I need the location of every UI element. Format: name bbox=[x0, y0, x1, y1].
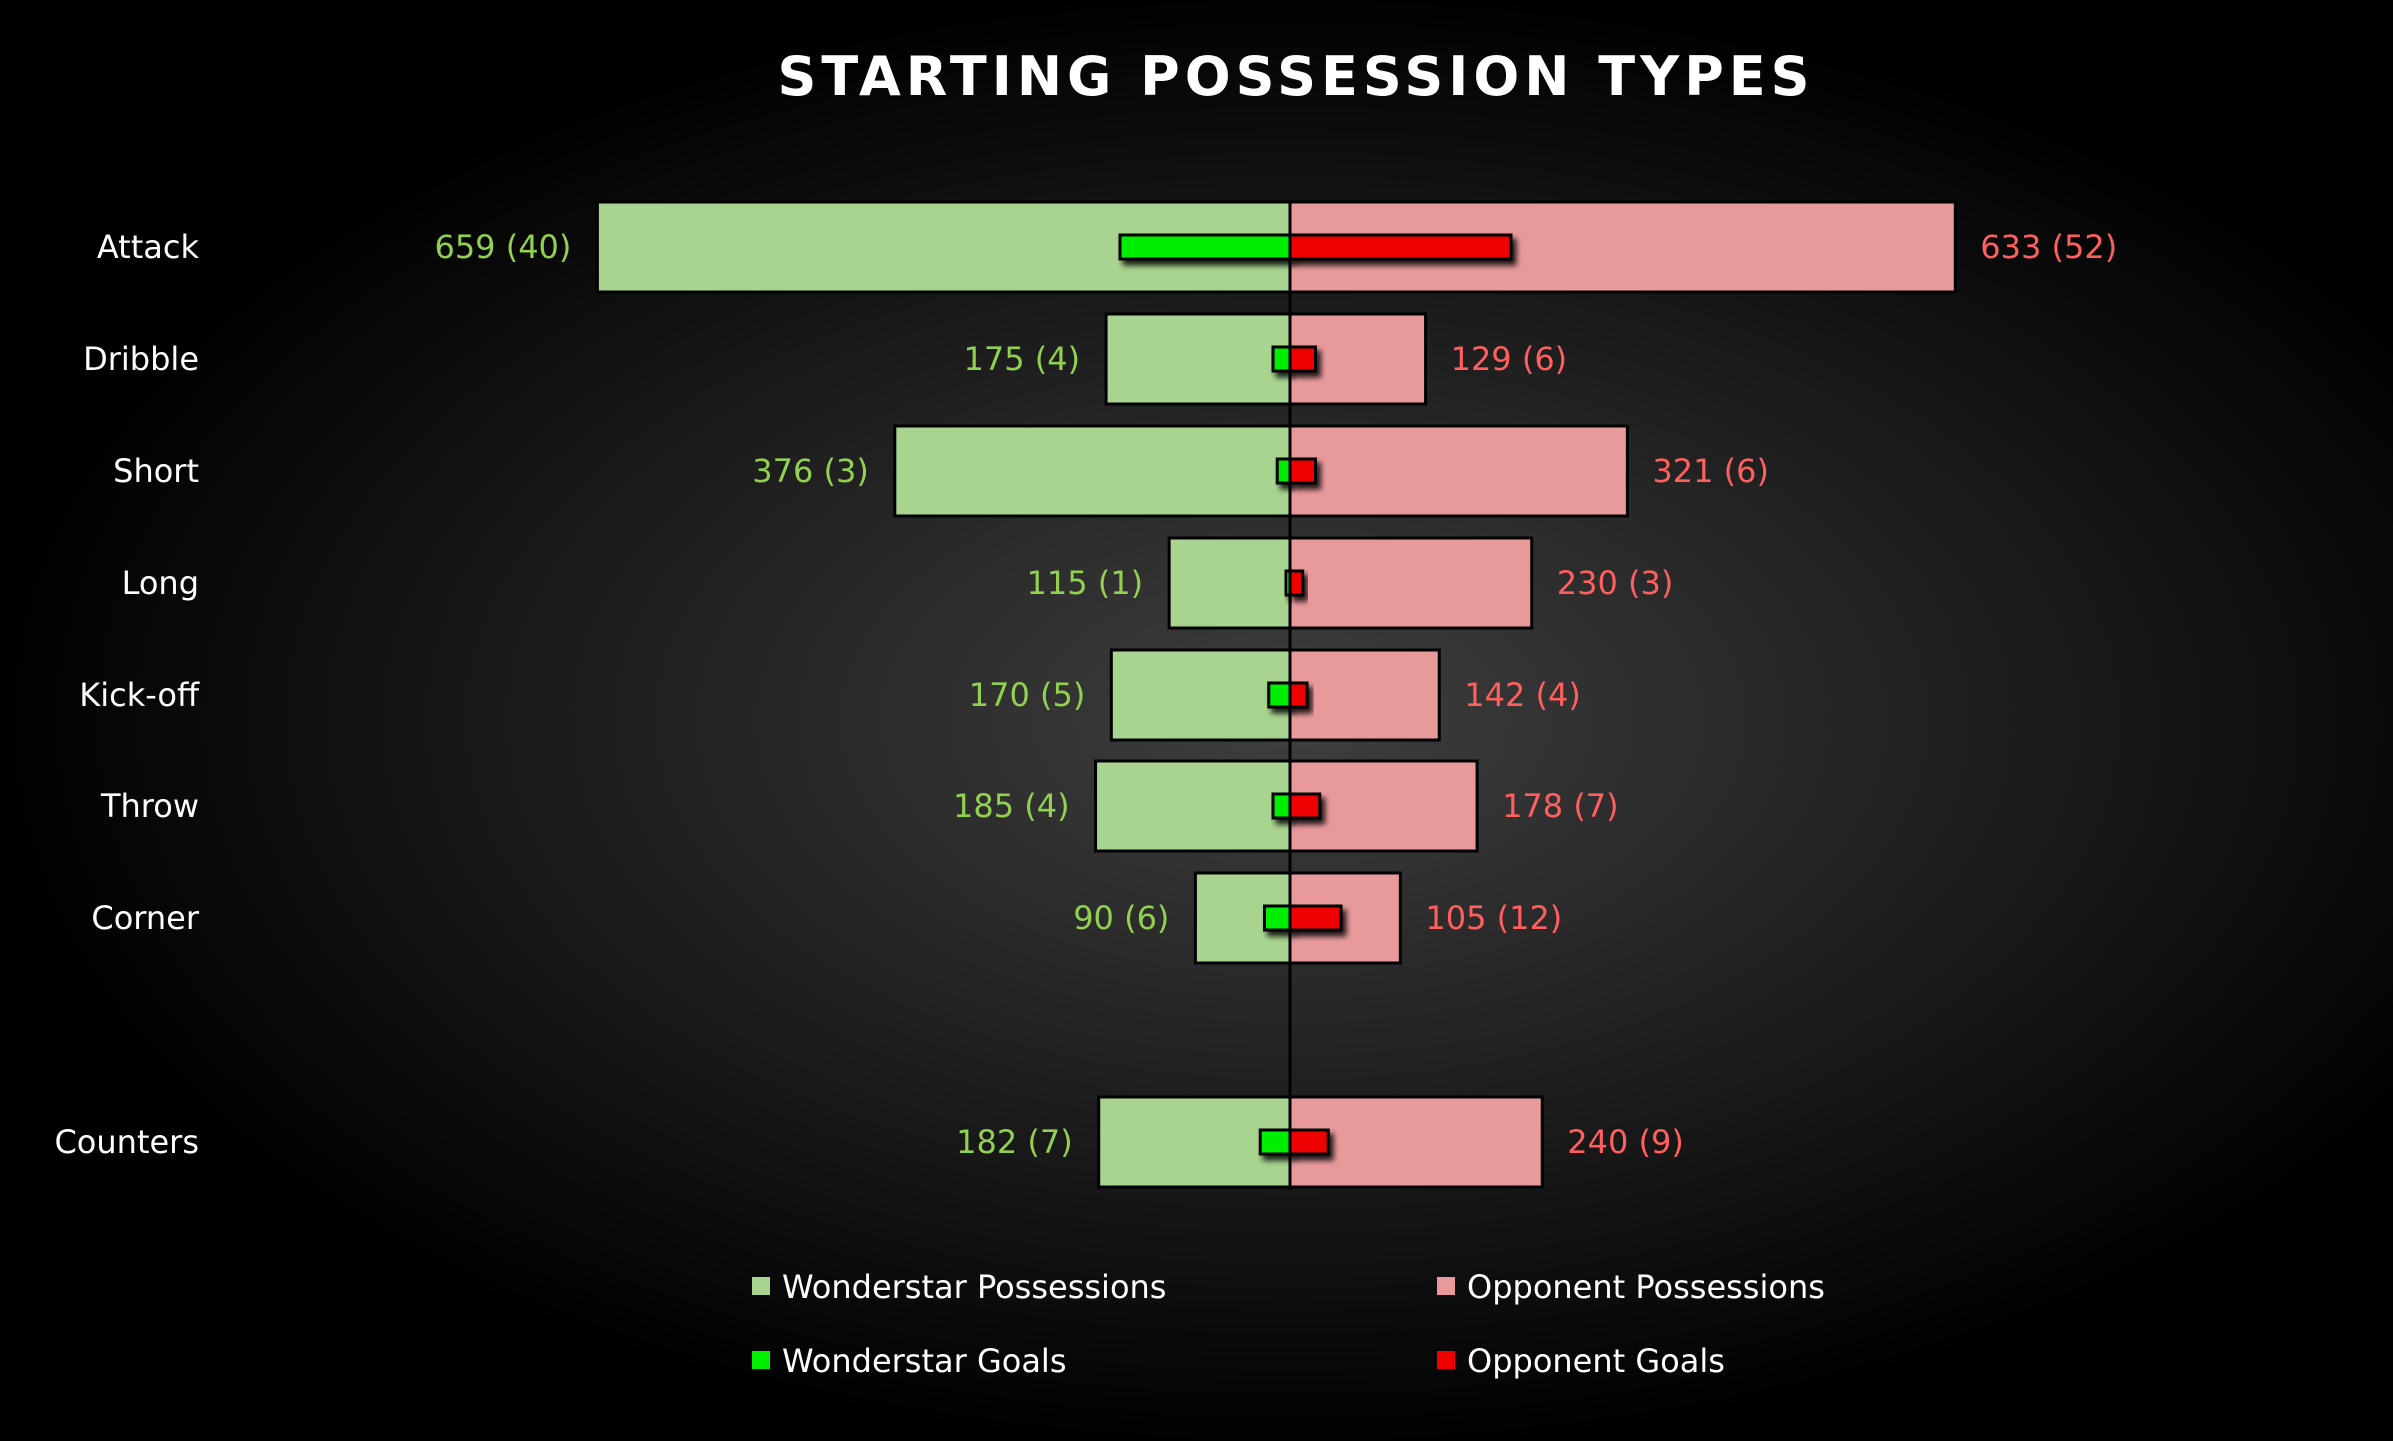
legend-swatch-wonderstar-possessions bbox=[752, 1277, 770, 1295]
data-label-wonderstar-short: 376 (3) bbox=[752, 452, 869, 490]
legend-label-opponent-possessions: Opponent Possessions bbox=[1467, 1268, 1825, 1306]
category-label-short: Short bbox=[113, 452, 199, 490]
data-label-wonderstar-throw: 185 (4) bbox=[953, 787, 1070, 825]
bars-layer bbox=[595, 200, 1957, 1189]
category-label-counters: Counters bbox=[54, 1123, 199, 1161]
bar-opponent-possessions-long bbox=[1288, 536, 1534, 630]
category-label-dribble: Dribble bbox=[83, 340, 199, 378]
legend-label-wonderstar-goals: Wonderstar Goals bbox=[782, 1342, 1066, 1380]
data-label-wonderstar-counters: 182 (7) bbox=[956, 1123, 1073, 1161]
data-label-opponent-throw: 178 (7) bbox=[1502, 787, 1619, 825]
legend-item-opponent-goals: Opponent Goals bbox=[1437, 1342, 1725, 1380]
data-label-opponent-attack: 633 (52) bbox=[1980, 228, 2117, 266]
bar-wonderstar-goals-throw bbox=[1271, 792, 1292, 820]
chart-title: STARTING POSSESSION TYPES bbox=[777, 45, 1814, 108]
data-label-opponent-counters: 240 (9) bbox=[1567, 1123, 1684, 1161]
bar-opponent-goals-corner bbox=[1288, 904, 1343, 932]
labels-layer: Attack 659 (40) 633 (52) Dribble 175 (4) 129 … bbox=[54, 228, 2117, 1161]
data-label-opponent-short: 321 (6) bbox=[1652, 452, 1769, 490]
bar-wonderstar-possessions-short bbox=[893, 424, 1292, 518]
legend-item-wonderstar-goals: Wonderstar Goals bbox=[752, 1342, 1066, 1380]
legend-label-wonderstar-possessions: Wonderstar Possessions bbox=[782, 1268, 1166, 1306]
bar-wonderstar-goals-corner bbox=[1263, 904, 1292, 932]
bar-wonderstar-goals-counters bbox=[1258, 1128, 1292, 1156]
category-label-attack: Attack bbox=[97, 228, 200, 266]
data-label-opponent-long: 230 (3) bbox=[1557, 564, 1674, 602]
bar-wonderstar-possessions-throw bbox=[1094, 759, 1292, 853]
data-label-opponent-dribble: 129 (6) bbox=[1451, 340, 1568, 378]
bar-wonderstar-possessions-dribble bbox=[1104, 312, 1292, 406]
bar-wonderstar-goals-short bbox=[1275, 457, 1292, 485]
category-label-kick-off: Kick-off bbox=[79, 676, 200, 714]
data-label-opponent-corner: 105 (12) bbox=[1425, 899, 1562, 937]
data-label-wonderstar-dribble: 175 (4) bbox=[963, 340, 1080, 378]
legend-item-opponent-possessions: Opponent Possessions bbox=[1437, 1268, 1825, 1306]
bar-opponent-possessions-short bbox=[1288, 424, 1629, 518]
legend-swatch-wonderstar-goals bbox=[752, 1351, 770, 1369]
bar-opponent-goals-throw bbox=[1288, 792, 1322, 820]
bar-wonderstar-possessions-long bbox=[1167, 536, 1292, 630]
category-label-corner: Corner bbox=[91, 899, 199, 937]
bar-wonderstar-goals-kick-off bbox=[1267, 681, 1292, 709]
bar-opponent-goals-attack bbox=[1288, 233, 1513, 261]
bar-wonderstar-possessions-kick-off bbox=[1109, 648, 1292, 742]
legend: Wonderstar Possessions Opponent Possessio… bbox=[752, 1268, 1825, 1380]
category-label-throw: Throw bbox=[100, 787, 199, 825]
goals-layer bbox=[1118, 233, 1513, 1156]
category-label-long: Long bbox=[122, 564, 199, 602]
bar-opponent-goals-short bbox=[1288, 457, 1317, 485]
data-label-wonderstar-long: 115 (1) bbox=[1027, 564, 1144, 602]
data-label-wonderstar-kick-off: 170 (5) bbox=[969, 676, 1086, 714]
legend-label-opponent-goals: Opponent Goals bbox=[1467, 1342, 1725, 1380]
bar-opponent-goals-dribble bbox=[1288, 345, 1317, 373]
bar-opponent-goals-long bbox=[1288, 569, 1305, 597]
bar-opponent-possessions-kick-off bbox=[1288, 648, 1441, 742]
bar-opponent-goals-counters bbox=[1288, 1128, 1330, 1156]
bar-wonderstar-goals-attack bbox=[1118, 233, 1292, 261]
legend-swatch-opponent-goals bbox=[1437, 1351, 1455, 1369]
bar-opponent-goals-kick-off bbox=[1288, 681, 1309, 709]
data-label-wonderstar-corner: 90 (6) bbox=[1073, 899, 1169, 937]
bar-wonderstar-goals-dribble bbox=[1271, 345, 1292, 373]
data-label-opponent-kick-off: 142 (4) bbox=[1464, 676, 1581, 714]
data-label-wonderstar-attack: 659 (40) bbox=[434, 228, 571, 266]
legend-swatch-opponent-possessions bbox=[1437, 1277, 1455, 1295]
legend-item-wonderstar-possessions: Wonderstar Possessions bbox=[752, 1268, 1166, 1306]
